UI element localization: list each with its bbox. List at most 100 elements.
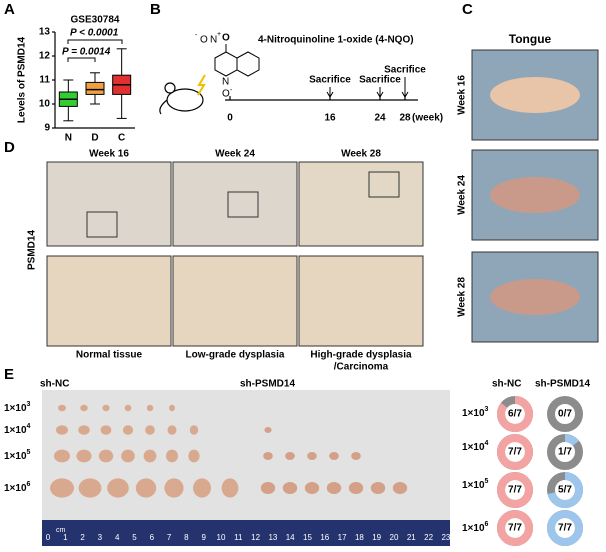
dose-exponent: 3 xyxy=(485,406,489,413)
histology-high-mag xyxy=(172,255,298,347)
dose-label: 1×103 xyxy=(4,401,31,414)
compound-name: 4-Nitroquinoline 1-oxide (4-NQO) xyxy=(258,35,414,46)
ring-fraction xyxy=(547,510,583,546)
dose-exponent: 4 xyxy=(27,423,31,430)
annotation: P < 0.0001 xyxy=(70,28,119,39)
box xyxy=(85,81,105,95)
dose-label: 1×104 xyxy=(4,423,31,436)
tumor xyxy=(193,478,211,498)
molecule xyxy=(214,44,260,77)
ruler-label: 0 xyxy=(46,533,51,542)
y-axis-label: Levels of PSMD14 xyxy=(17,36,28,123)
ring-label: 7/7 xyxy=(508,485,522,496)
dose-base: 1×10 xyxy=(4,425,27,436)
dose-exponent: 6 xyxy=(485,521,489,528)
ruler-label: 16 xyxy=(320,533,329,542)
tumor xyxy=(58,404,66,412)
ruler xyxy=(42,520,450,546)
tumor xyxy=(145,425,155,435)
significance-bracket xyxy=(67,57,96,62)
tumor xyxy=(307,452,317,460)
tumor xyxy=(78,478,102,498)
dose-base: 1×10 xyxy=(462,442,485,453)
ruler-unit: cm xyxy=(56,527,66,534)
dose-label: 1×105 xyxy=(4,449,31,462)
zoom-box xyxy=(227,191,259,218)
tongue xyxy=(490,279,580,315)
ruler-label: 12 xyxy=(251,533,260,542)
atom: N xyxy=(222,77,229,88)
dose-label: 1×106 xyxy=(462,521,489,534)
tumor xyxy=(304,482,320,494)
week-label: 24 xyxy=(374,113,386,124)
row-label: Week 24 xyxy=(457,175,468,215)
event-label: Sacrifice xyxy=(384,65,426,76)
tumor xyxy=(285,452,295,460)
ruler-label: 1 xyxy=(63,533,68,542)
tongue xyxy=(490,77,580,113)
y-tick-label: 13 xyxy=(39,27,51,38)
tumor xyxy=(98,449,114,463)
caption: Normal tissue xyxy=(76,350,143,361)
ruler-label: 2 xyxy=(80,533,85,542)
ruler-label: 19 xyxy=(372,533,381,542)
caption: Low-grade dysplasia xyxy=(186,350,285,361)
panel-label: A xyxy=(4,1,15,18)
y-tick-label: 10 xyxy=(39,99,51,110)
tumor xyxy=(351,452,361,460)
ring-label: 0/7 xyxy=(558,409,572,420)
unit-label: (week) xyxy=(412,113,443,124)
dose-label: 1×104 xyxy=(462,440,489,453)
arrow xyxy=(326,87,334,98)
atom: - xyxy=(195,32,198,39)
ruler-label: 22 xyxy=(424,533,433,542)
column-label: Week 28 xyxy=(341,149,381,160)
ring-fraction xyxy=(497,434,533,470)
ring-fraction xyxy=(497,510,533,546)
atom: O xyxy=(200,35,208,46)
dose-exponent: 6 xyxy=(27,481,31,488)
significance-bracket xyxy=(67,39,123,44)
week-label: 28 xyxy=(399,113,411,124)
dose-base: 1×10 xyxy=(4,451,27,462)
ring-fraction xyxy=(564,434,580,447)
ruler-label: 14 xyxy=(286,533,295,542)
ruler-label: 17 xyxy=(338,533,347,542)
x-tick-label: N xyxy=(65,133,72,144)
ruler-label: 21 xyxy=(407,533,416,542)
dose-exponent: 5 xyxy=(485,478,489,485)
tumor xyxy=(124,404,132,412)
ruler-label: 10 xyxy=(217,533,226,542)
ruler-label: 3 xyxy=(98,533,103,542)
panel-label: D xyxy=(4,139,15,156)
tumor xyxy=(169,404,175,412)
tumor xyxy=(260,482,276,494)
panel-label: B xyxy=(150,1,161,18)
tumor xyxy=(146,404,154,412)
row-label: Week 16 xyxy=(457,75,468,115)
chart-title: GSE30784 xyxy=(71,15,120,26)
ruler-label: 20 xyxy=(390,533,399,542)
tumor xyxy=(54,449,70,463)
event-label: Sacrifice xyxy=(359,75,401,86)
tumor xyxy=(264,427,272,433)
atom: + xyxy=(217,31,221,38)
tumor xyxy=(76,449,92,463)
ring-label: 5/7 xyxy=(558,485,572,496)
tumor xyxy=(167,425,177,435)
dose-base: 1×10 xyxy=(4,483,27,494)
dose-label: 1×105 xyxy=(462,478,489,491)
histology-low-mag xyxy=(298,161,424,247)
ruler-label: 7 xyxy=(167,533,172,542)
ring-label: 7/7 xyxy=(558,523,572,534)
ruler-label: 8 xyxy=(184,533,189,542)
tumor xyxy=(135,478,157,498)
y-tick-label: 9 xyxy=(44,123,50,134)
ruler-label: 5 xyxy=(132,533,137,542)
zoom-box xyxy=(86,211,118,238)
atom: O xyxy=(222,33,230,44)
ruler-label: 18 xyxy=(355,533,364,542)
tumor xyxy=(392,482,408,494)
histology-high-mag xyxy=(46,255,172,347)
